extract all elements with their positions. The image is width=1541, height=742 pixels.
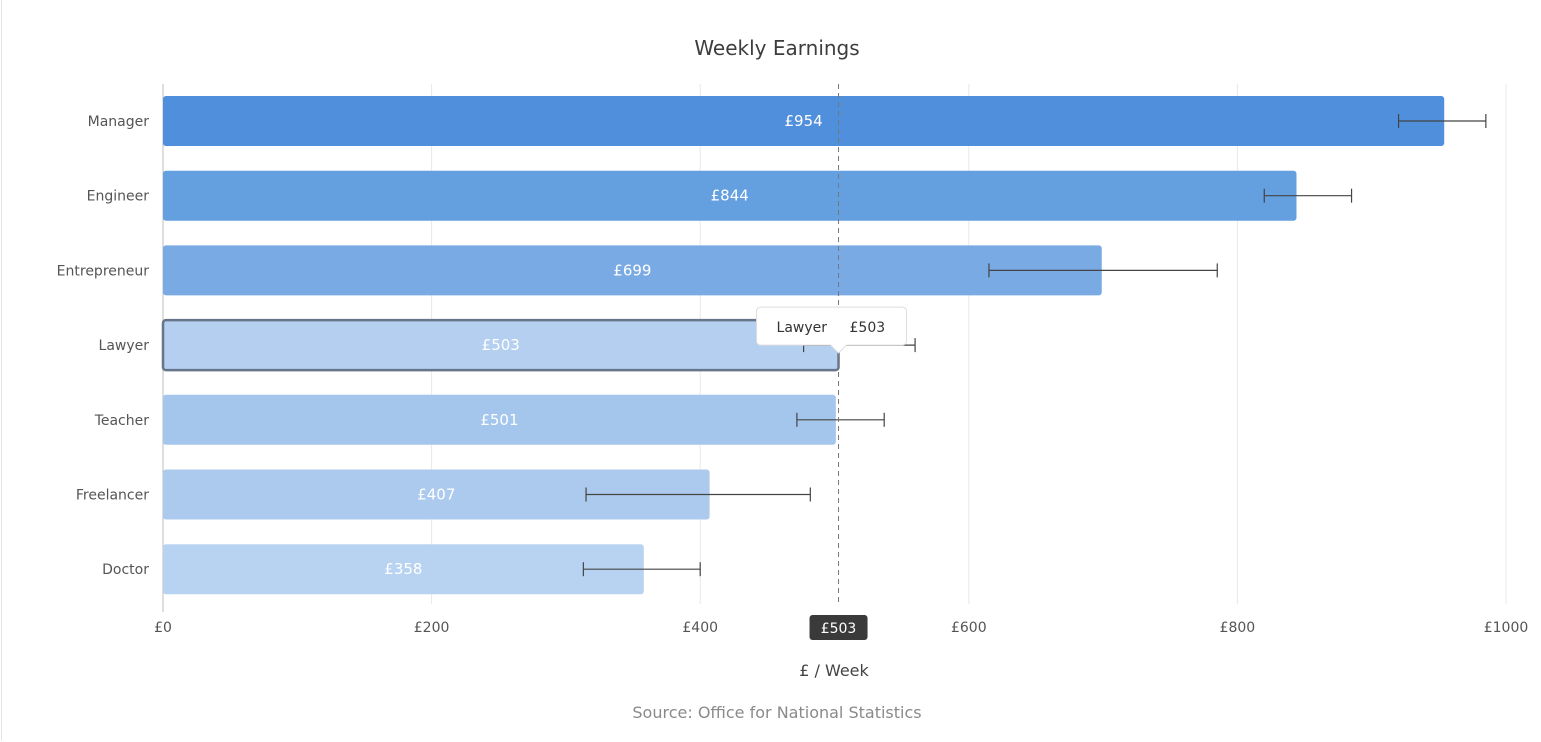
- x-tick-label: £1000: [1484, 620, 1529, 636]
- category-label: Teacher: [94, 413, 150, 429]
- bars: £954 £844 £699 £503 £501 £407 £358: [161, 96, 1445, 595]
- bar-entrepreneur[interactable]: [163, 245, 1102, 296]
- x-tick-label: £600: [951, 620, 987, 636]
- bar-value-label: £699: [613, 261, 651, 279]
- tooltip-value: £503: [850, 320, 886, 336]
- category-label: Doctor: [102, 562, 149, 578]
- category-label: Lawyer: [99, 338, 150, 354]
- x-tick-label: £0: [154, 620, 172, 636]
- x-tick-label: £200: [414, 620, 450, 636]
- bar-teacher[interactable]: [163, 394, 836, 445]
- category-labels: Manager Engineer Entrepreneur Lawyer Teacher…: [57, 114, 150, 578]
- x-tick-label: £800: [1220, 620, 1256, 636]
- bar-value-label: £358: [384, 560, 422, 578]
- bar-engineer[interactable]: [163, 170, 1297, 221]
- bar-value-label: £501: [480, 411, 518, 429]
- bar-doctor[interactable]: [163, 544, 644, 595]
- tooltip-label: Lawyer: [777, 320, 828, 336]
- x-axis-title: £ / Week: [799, 661, 869, 680]
- source-note: Source: Office for National Statistics: [632, 703, 921, 722]
- x-tick-labels: £0 £200 £400 £600 £800 £1000: [154, 620, 1528, 636]
- bar-value-label: £407: [417, 486, 455, 504]
- category-label: Engineer: [87, 189, 150, 205]
- category-label: Freelancer: [76, 488, 149, 504]
- bar-value-label: £503: [482, 336, 520, 354]
- bar-manager[interactable]: [163, 96, 1445, 146]
- x-tick-label: £400: [682, 620, 718, 636]
- tooltip: Lawyer £503: [756, 306, 908, 354]
- hover-overlay: £503 Lawyer £503: [756, 84, 908, 640]
- bar-value-label: £844: [711, 187, 749, 205]
- crosshair-marker: [809, 615, 868, 640]
- bar-value-label: £954: [785, 112, 823, 130]
- tooltip-box: [756, 306, 908, 354]
- bar-freelancer[interactable]: [163, 469, 710, 520]
- chart-title: Weekly Earnings: [694, 36, 859, 60]
- crosshair-marker-label: £503: [821, 621, 857, 637]
- category-label: Manager: [88, 114, 150, 130]
- category-label: Entrepreneur: [57, 263, 150, 279]
